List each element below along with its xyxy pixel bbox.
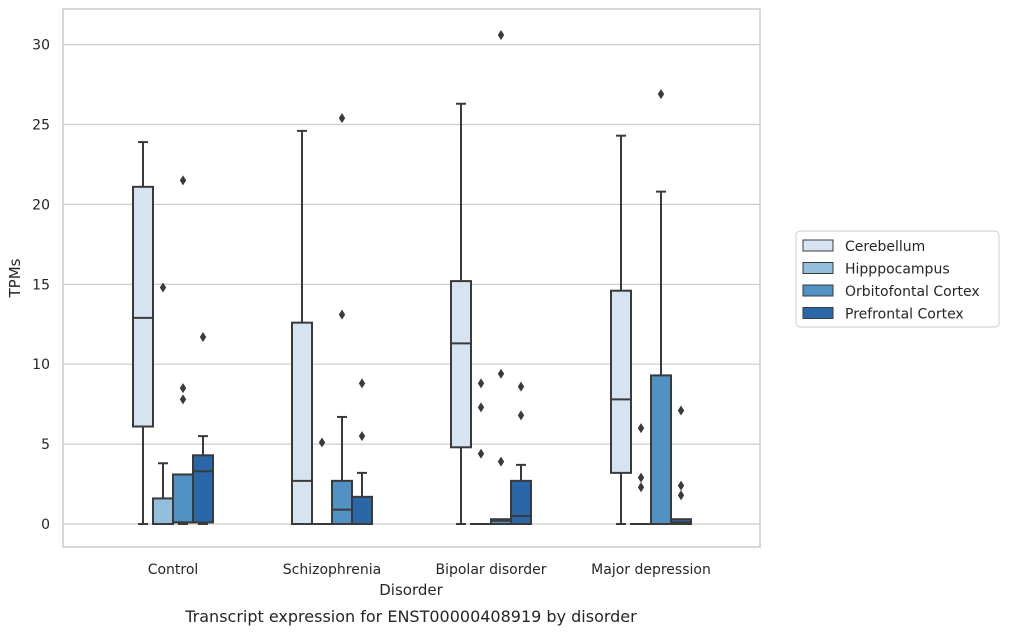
chart-caption: Transcript expression for ENST0000040891… (184, 607, 637, 626)
outlier-point (677, 490, 685, 501)
outlier-point (179, 383, 187, 394)
outlier-point (637, 482, 645, 493)
box (152, 497, 174, 526)
outlier-point (159, 282, 167, 293)
box (450, 280, 472, 449)
box (331, 479, 353, 526)
box-plots (132, 30, 692, 526)
box-1-3 (630, 423, 652, 526)
outlier-point (637, 472, 645, 483)
legend-swatch (802, 239, 834, 252)
box-3-0 (192, 332, 214, 525)
box-0-3 (610, 134, 632, 525)
x-axis-ticks: Control Schizophrenia Bipolar disorder Majo… (148, 562, 711, 578)
legend-swatch (802, 284, 834, 297)
outlier-point (477, 448, 485, 459)
outlier-point (179, 175, 187, 186)
outlier-point (677, 480, 685, 491)
y-tick-label: 25 (32, 118, 50, 134)
outlier-point (338, 309, 346, 320)
legend-label: Prefrontal Cortex (845, 307, 964, 323)
legend-frame (795, 230, 1000, 328)
box (192, 454, 214, 524)
x-tick-label: Bipolar disorder (435, 562, 546, 578)
box (650, 374, 672, 525)
outlier-point (338, 113, 346, 124)
outlier-point (199, 332, 207, 343)
outlier-point (657, 89, 665, 100)
outlier-point (318, 437, 326, 448)
legend-label: Cerebellum (845, 239, 925, 255)
box (510, 479, 532, 526)
outlier-point (517, 410, 525, 421)
legend-swatch (802, 307, 834, 319)
box-3-2 (510, 381, 532, 526)
box-1-0 (152, 282, 174, 526)
outlier-point (637, 423, 645, 434)
legend-swatch (802, 262, 834, 274)
x-axis-label: Disorder (379, 581, 443, 599)
x-tick-label: Schizophrenia (283, 562, 381, 578)
box-0-1 (291, 129, 313, 526)
outlier-point (497, 456, 505, 467)
outlier-point (477, 378, 485, 389)
y-tick-label: 10 (32, 357, 50, 373)
legend-label: Orbitofontal Cortex (845, 284, 980, 300)
outlier-point (358, 378, 366, 389)
y-axis-ticks: 0 5 10 15 20 25 30 (32, 38, 50, 533)
plot-frame (62, 8, 761, 548)
box-0-0 (132, 141, 154, 525)
legend: Cerebellum Hipppocampus Orbitofontal Corte… (795, 230, 1000, 328)
y-tick-label: 20 (32, 197, 50, 213)
x-tick-label: Major depression (591, 562, 711, 578)
y-tick-label: 0 (41, 517, 50, 533)
y-axis-label: TPMs (6, 258, 24, 298)
plot-area (63, 9, 760, 547)
box-3-3 (670, 405, 692, 525)
y-tick-label: 5 (41, 437, 50, 453)
box-3-1 (351, 378, 373, 526)
box (610, 289, 632, 474)
outlier-point (179, 394, 187, 405)
box-1-2 (470, 378, 492, 526)
outlier-point (358, 431, 366, 442)
outlier-point (497, 368, 505, 379)
y-tick-label: 30 (32, 38, 50, 54)
outlier-point (517, 381, 525, 392)
box (132, 185, 154, 428)
box-0-2 (450, 102, 472, 525)
box (291, 321, 313, 526)
box (172, 473, 194, 524)
legend-label: Hipppocampus (845, 262, 950, 278)
outlier-point (497, 30, 505, 41)
outlier-point (677, 405, 685, 416)
box-2-3 (650, 89, 672, 525)
outlier-point (477, 402, 485, 413)
x-tick-label: Control (148, 562, 199, 578)
y-tick-label: 15 (32, 277, 50, 293)
box (351, 495, 373, 526)
